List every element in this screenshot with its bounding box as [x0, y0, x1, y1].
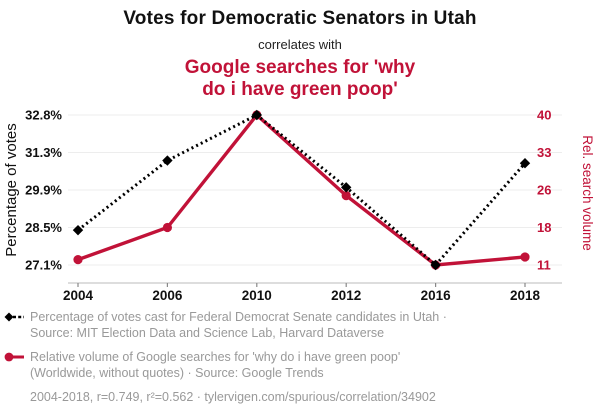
svg-text:40: 40 — [537, 108, 551, 123]
svg-text:32.8%: 32.8% — [25, 108, 62, 123]
secondary-title: Google searches for 'why do i have green… — [0, 57, 600, 101]
svg-text:2004: 2004 — [63, 288, 94, 303]
svg-text:33: 33 — [537, 145, 551, 160]
legend-text-votes: Percentage of votes cast for Federal Dem… — [26, 309, 447, 341]
black-diamond-dotted-line-icon — [4, 312, 24, 322]
svg-text:Percentage of votes: Percentage of votes — [3, 123, 20, 256]
svg-text:28.5%: 28.5% — [25, 220, 62, 235]
secondary-title-line1: Google searches for 'why — [184, 57, 416, 78]
svg-text:2010: 2010 — [242, 288, 272, 303]
secondary-title-line2: do i have green poop' — [202, 79, 398, 100]
svg-text:26: 26 — [537, 183, 551, 198]
legend-votes-line2: Source: MIT Election Data and Science La… — [30, 326, 385, 340]
legend-searches-line2: (Worldwide, without quotes) · Source: Go… — [30, 366, 324, 380]
red-circle-solid-line-icon — [4, 352, 24, 362]
svg-text:2016: 2016 — [421, 288, 452, 303]
svg-text:27.1%: 27.1% — [25, 258, 62, 273]
correlates-with-label: correlates with — [258, 37, 342, 52]
svg-text:Rel. search volume: Rel. search volume — [580, 135, 595, 251]
svg-text:2018: 2018 — [510, 288, 541, 303]
svg-text:11: 11 — [537, 258, 551, 273]
primary-title: Votes for Democratic Senators in Utah — [123, 8, 477, 29]
legend-item-votes: Percentage of votes cast for Federal Dem… — [4, 309, 596, 341]
legend-searches-line1: Relative volume of Google searches for '… — [30, 350, 401, 364]
svg-text:31.3%: 31.3% — [25, 145, 62, 160]
legend-text-searches: Relative volume of Google searches for '… — [26, 349, 400, 381]
chart-legend: Percentage of votes cast for Federal Dem… — [4, 309, 596, 405]
svg-text:2012: 2012 — [331, 288, 361, 303]
legend-votes-line1: Percentage of votes cast for Federal Dem… — [30, 310, 447, 324]
dual-axis-line-chart: 32.8% 40 31.3% 33 29.9% 26 28.5% 18 27.1% 11 2004 2… — [3, 108, 595, 304]
svg-text:2006: 2006 — [152, 288, 183, 303]
svg-text:18: 18 — [537, 220, 551, 235]
stats-and-source-line: 2004-2018, r=0.749, r²=0.562 · tylervige… — [30, 390, 436, 404]
svg-text:29.9%: 29.9% — [25, 183, 62, 198]
legend-item-searches: Relative volume of Google searches for '… — [4, 349, 596, 381]
chart-header: Votes for Democratic Senators in Utah co… — [0, 0, 600, 101]
